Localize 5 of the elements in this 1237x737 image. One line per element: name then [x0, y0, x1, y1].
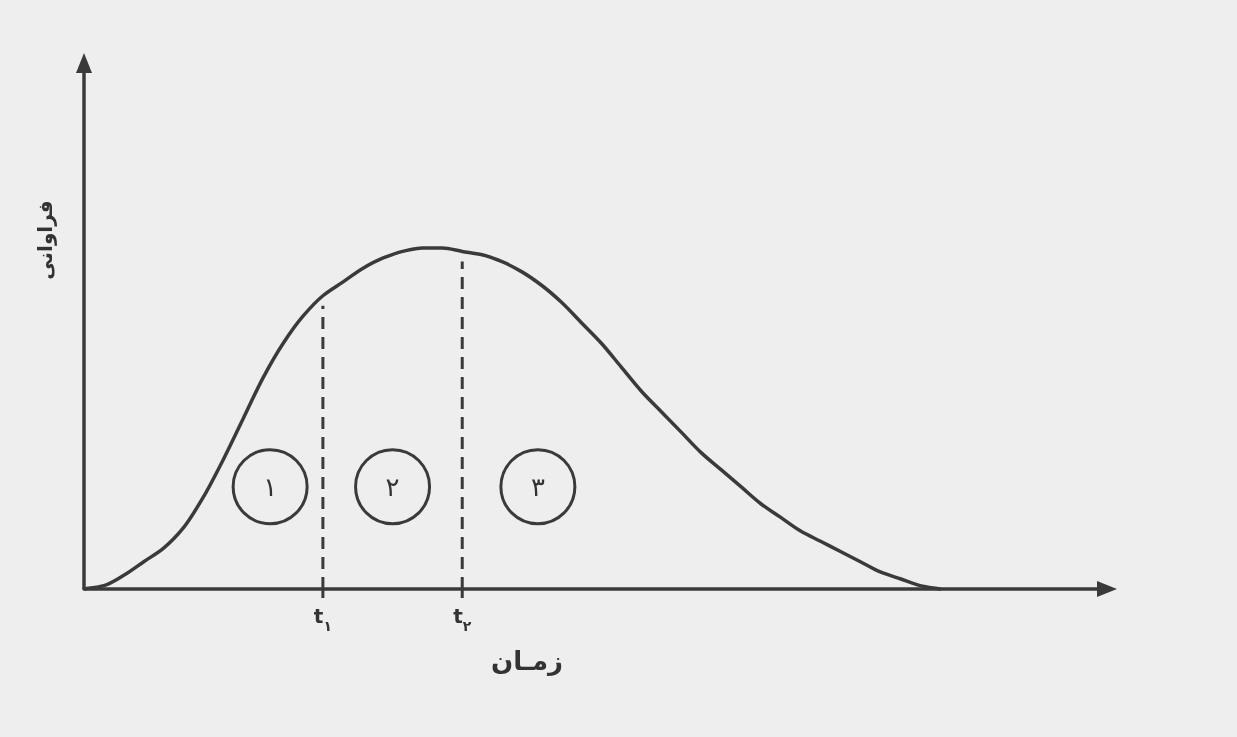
annotation: ۲	[385, 471, 400, 502]
y-axis-title: فراوانی	[33, 200, 57, 280]
x-axis-title: زمـان	[491, 646, 563, 676]
annotation: ۳	[530, 471, 545, 502]
annotation: ۱	[263, 471, 278, 502]
